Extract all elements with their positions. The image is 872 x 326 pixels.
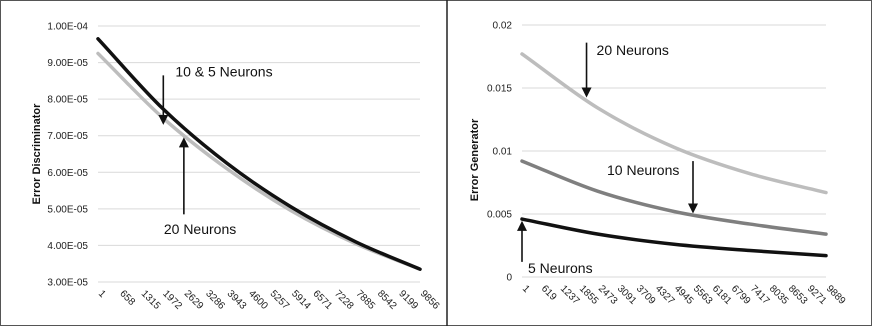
y-tick-label: 3.00E-05 — [47, 278, 88, 289]
series-line — [96, 37, 422, 271]
y-axis-label: Error Generator — [469, 118, 481, 201]
y-tick-label: 7.00E-05 — [47, 131, 88, 142]
y-tick-label: 6.00E-05 — [47, 168, 88, 179]
annotation-label: 20 Neurons — [597, 42, 669, 58]
y-tick-label: 0.015 — [487, 84, 512, 95]
y-tick-label: 4.00E-05 — [47, 241, 88, 252]
series-line — [520, 159, 828, 236]
y-tick-label: 9.00E-05 — [47, 58, 88, 69]
series-line — [520, 52, 828, 195]
y-tick-label: 0.005 — [487, 210, 512, 221]
annotation-label: 20 Neurons — [164, 221, 236, 237]
annotation-label: 5 Neurons — [528, 260, 593, 276]
annotation-label: 10 & 5 Neurons — [175, 64, 272, 80]
y-tick-label: 8.00E-05 — [47, 95, 88, 106]
y-tick-label: 0 — [506, 273, 512, 284]
y-tick-label: 1.00E-04 — [47, 22, 88, 33]
annotation-label: 10 Neurons — [607, 162, 679, 178]
y-tick-label: 0.01 — [493, 147, 513, 158]
y-tick-label: 5.00E-05 — [47, 204, 88, 215]
y-tick-label: 0.02 — [493, 21, 513, 32]
y-axis-label: Error Discriminator — [31, 103, 43, 205]
series-line — [520, 217, 828, 258]
